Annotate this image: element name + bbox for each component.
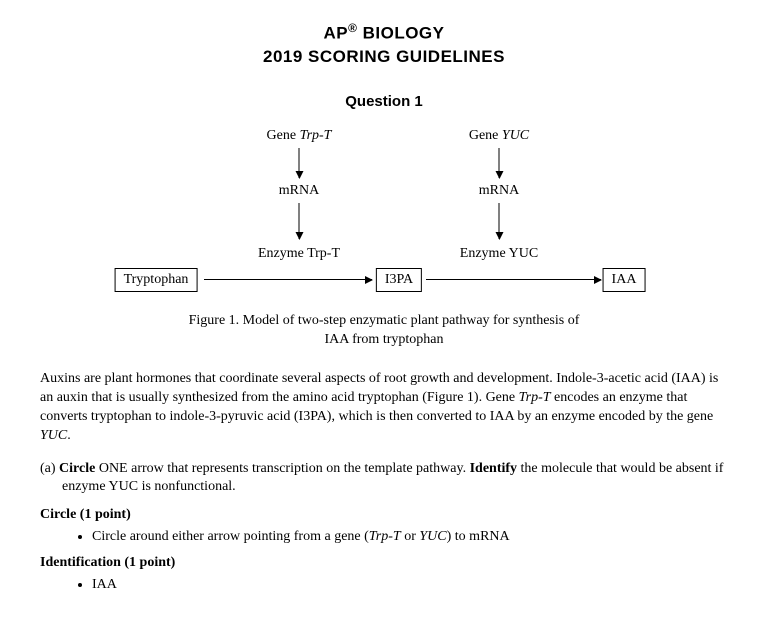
circle-bullet: Circle around either arrow pointing from…	[92, 529, 728, 545]
header-sup: ®	[348, 21, 357, 35]
circle-score-head: Circle (1 point)	[40, 507, 728, 523]
page-header: AP® BIOLOGY 2019 SCORING GUIDELINES	[40, 20, 728, 69]
header-line1-b: BIOLOGY	[357, 24, 444, 43]
intro-paragraph: Auxins are plant hormones that coordinat…	[40, 370, 728, 446]
arrow-mrna-to-enz-yuc	[499, 203, 500, 239]
arrow-i3pa-to-iaa	[426, 279, 601, 280]
enzyme-yuc-label: Enzyme YUC	[460, 246, 538, 262]
question-heading: Question 1	[40, 93, 728, 110]
mrna-right: mRNA	[479, 183, 519, 199]
identification-bullets: IAA	[40, 577, 728, 593]
i3pa-box: I3PA	[376, 268, 422, 292]
gene-trp-label: Gene Trp-T	[267, 128, 332, 144]
mrna-left: mRNA	[279, 183, 319, 199]
pathway-diagram: Gene Trp-T Gene YUC mRNA mRNA Enzyme Trp…	[104, 128, 664, 298]
arrow-gene-trp-to-mrna	[299, 148, 300, 178]
arrow-tryptophan-to-i3pa	[204, 279, 372, 280]
part-a: (a) Circle ONE arrow that represents tra…	[40, 460, 728, 498]
header-line1-a: AP	[323, 24, 348, 43]
header-line2: 2019 SCORING GUIDELINES	[263, 47, 505, 66]
circle-bullets: Circle around either arrow pointing from…	[40, 529, 728, 545]
identification-bullet: IAA	[92, 577, 728, 593]
gene-yuc-label: Gene YUC	[469, 128, 529, 144]
identification-score-head: Identification (1 point)	[40, 555, 728, 571]
arrow-mrna-to-enz-trp	[299, 203, 300, 239]
iaa-box: IAA	[603, 268, 646, 292]
enzyme-trp-label: Enzyme Trp-T	[258, 246, 340, 262]
figure-caption: Figure 1. Model of two-step enzymatic pl…	[164, 312, 604, 350]
tryptophan-box: Tryptophan	[115, 268, 198, 292]
arrow-gene-yuc-to-mrna	[499, 148, 500, 178]
